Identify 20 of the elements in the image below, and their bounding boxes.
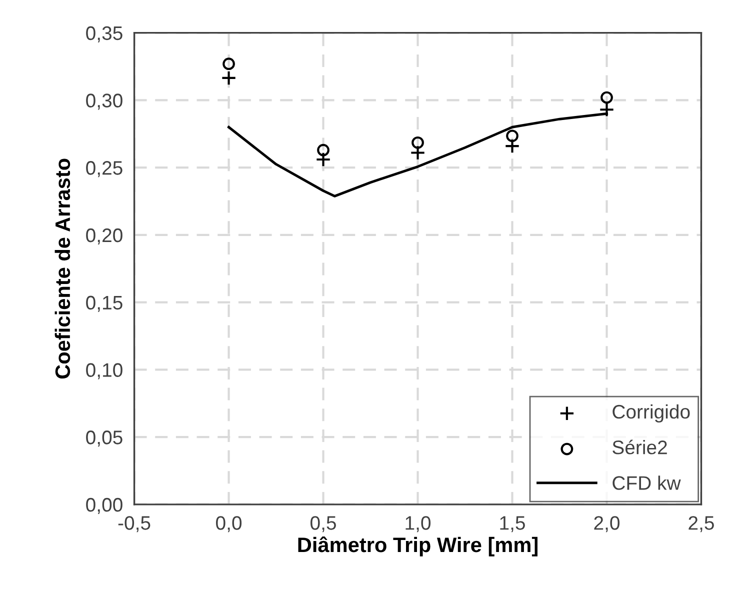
legend-label: Corrigido <box>612 404 690 423</box>
y-tick-label: 0,30 <box>86 94 122 110</box>
x-tick-label: -0,5 <box>118 516 150 532</box>
y-axis-title: Coeficiente de Arrasto <box>54 158 70 379</box>
y-tick-label: 0,10 <box>86 363 122 380</box>
y-tick-label: 0,15 <box>86 296 122 312</box>
x-tick-label: 1,0 <box>406 516 431 532</box>
x-tick-label: 2,5 <box>688 516 714 532</box>
y-tick-label: 0,20 <box>86 228 122 244</box>
x-tick-label: 2,0 <box>594 516 620 532</box>
x-tick-label: 0,5 <box>310 516 336 532</box>
y-tick-label: 0,35 <box>86 26 122 42</box>
y-tick-label: 0,05 <box>86 430 122 447</box>
x-tick-label: 1,5 <box>500 516 525 532</box>
y-tick-label: 0,00 <box>86 498 122 514</box>
y-tick-label: 0,25 <box>86 161 122 178</box>
legend-label: CFD kw <box>612 476 681 490</box>
legend-label: Série2 <box>612 440 667 454</box>
x-axis-title: Diâmetro Trip Wire [mm] <box>298 536 538 556</box>
x-tick-label: 0,0 <box>216 516 242 532</box>
